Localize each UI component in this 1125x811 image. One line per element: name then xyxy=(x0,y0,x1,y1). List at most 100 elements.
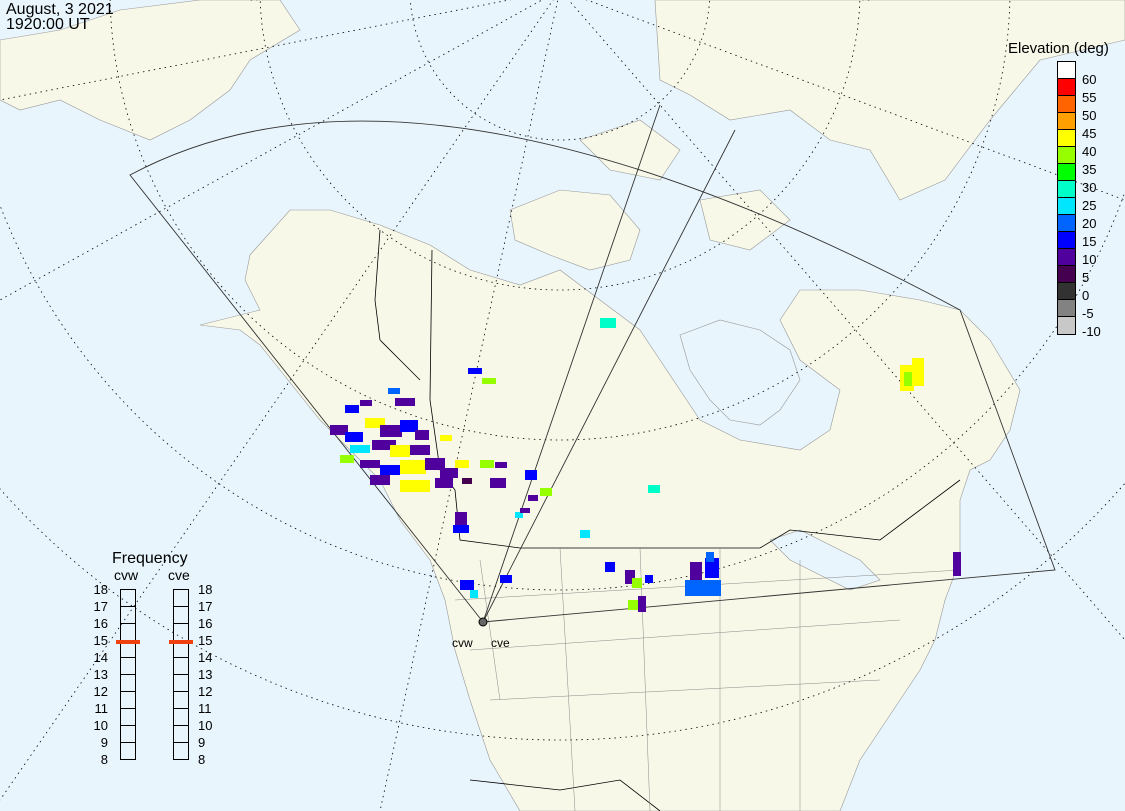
radar-name-cve: cve xyxy=(168,567,190,583)
frequency-tick: 15 xyxy=(93,633,108,648)
echo-cell xyxy=(705,558,719,578)
echo-cell xyxy=(350,445,370,453)
frequency-tick: 11 xyxy=(94,701,109,716)
frequency-tick: 8 xyxy=(198,752,206,767)
echo-cell xyxy=(632,578,642,588)
colorbar-label: 50 xyxy=(1082,108,1097,123)
frequency-tick: 10 xyxy=(198,718,213,733)
siberia xyxy=(0,0,301,141)
echo-cell xyxy=(628,600,640,610)
colorbar-label: 35 xyxy=(1082,162,1097,177)
site-label-cvw: cvw xyxy=(452,636,473,650)
echo-cell xyxy=(482,378,496,384)
colorbar-swatch xyxy=(1058,79,1075,96)
echo-cell xyxy=(525,470,537,480)
echo-cell xyxy=(365,418,385,428)
colorbar-swatch xyxy=(1058,283,1075,300)
echo-cell xyxy=(580,530,590,538)
echo-cell xyxy=(330,425,348,435)
echo-cell xyxy=(500,575,512,583)
frequency-tick: 14 xyxy=(93,650,108,665)
elevation-colorbar xyxy=(1057,61,1076,335)
echo-cell xyxy=(685,580,721,596)
site-label-cve: cve xyxy=(491,636,510,650)
echo-cell xyxy=(395,398,415,406)
colorbar-label: -10 xyxy=(1082,324,1101,339)
echo-cell xyxy=(690,562,702,580)
frequency-tick: 13 xyxy=(198,667,213,682)
frequency-tick: 14 xyxy=(198,650,213,665)
echo-cell xyxy=(453,525,469,533)
frequency-tick: 12 xyxy=(198,684,213,699)
time-label: 1920:00 UT xyxy=(6,16,90,33)
frequency-tick: 12 xyxy=(93,684,108,699)
colorbar-label: 60 xyxy=(1082,72,1097,87)
echo-cell xyxy=(625,570,635,584)
echo-cell xyxy=(400,460,426,474)
north-america xyxy=(199,209,1021,811)
echo-cell xyxy=(528,495,538,501)
frequency-tick: 13 xyxy=(93,667,108,682)
echo-cell xyxy=(600,318,616,328)
colorbar-swatch xyxy=(1058,130,1075,147)
echo-cell xyxy=(345,432,363,442)
frequency-tick: 16 xyxy=(198,616,213,631)
echo-cell xyxy=(380,465,400,475)
echo-cell xyxy=(605,562,615,572)
colorbar-swatch xyxy=(1058,198,1075,215)
echo-cell xyxy=(638,596,646,612)
echo-cell xyxy=(425,458,445,470)
echo-cell xyxy=(380,425,402,437)
echo-cell xyxy=(440,468,458,478)
echo-cell xyxy=(372,440,396,450)
colorbar-swatch xyxy=(1058,62,1075,79)
colorbar-label: 30 xyxy=(1082,180,1097,195)
colorbar-swatch xyxy=(1058,164,1075,181)
frequency-bar-cve xyxy=(173,589,189,760)
echo-cell xyxy=(520,508,530,513)
echo-cell xyxy=(495,462,507,468)
frequency-tick: 16 xyxy=(93,616,108,631)
frequency-tick: 11 xyxy=(198,701,212,716)
colorbar-label: 20 xyxy=(1082,216,1097,231)
echo-cell xyxy=(490,478,506,488)
colorbar-label: -5 xyxy=(1082,306,1094,321)
echo-cell xyxy=(480,460,494,468)
echo-cell xyxy=(360,400,372,406)
colorbar-label: 5 xyxy=(1082,270,1090,285)
colorbar-swatch xyxy=(1058,215,1075,232)
colorbar-label: 15 xyxy=(1082,234,1097,249)
echo-cell xyxy=(370,475,390,485)
frequency-tick: 10 xyxy=(93,718,108,733)
echo-cell xyxy=(648,485,660,493)
echo-cell xyxy=(388,388,400,394)
date-label: August, 3 2021 xyxy=(6,1,114,18)
colorbar-swatch xyxy=(1058,147,1075,164)
arctic-islands xyxy=(509,119,791,271)
echo-cell xyxy=(345,405,359,413)
echo-cell xyxy=(440,435,452,441)
colorbar-label: 10 xyxy=(1082,252,1097,267)
echo-cell xyxy=(400,420,418,432)
colorbar-swatch xyxy=(1058,249,1075,266)
echo-cell xyxy=(462,478,472,484)
echo-cell xyxy=(953,552,961,576)
echo-cell xyxy=(470,590,478,598)
colorbar-swatch xyxy=(1058,300,1075,317)
echo-cell xyxy=(390,445,410,457)
colorbar-swatch xyxy=(1058,317,1075,334)
frequency-tick: 15 xyxy=(198,633,213,648)
echo-cell xyxy=(415,430,429,440)
frequency-tick: 8 xyxy=(100,752,108,767)
colorbar-swatch xyxy=(1058,266,1075,283)
frequency-marker xyxy=(169,639,193,644)
echo-cell xyxy=(340,455,354,463)
frequency-bar-cvw xyxy=(120,589,136,760)
echo-cell xyxy=(515,512,523,518)
colorbar-label: 25 xyxy=(1082,198,1097,213)
colorbar-label: 55 xyxy=(1082,90,1097,105)
colorbar-label: 0 xyxy=(1082,288,1090,303)
